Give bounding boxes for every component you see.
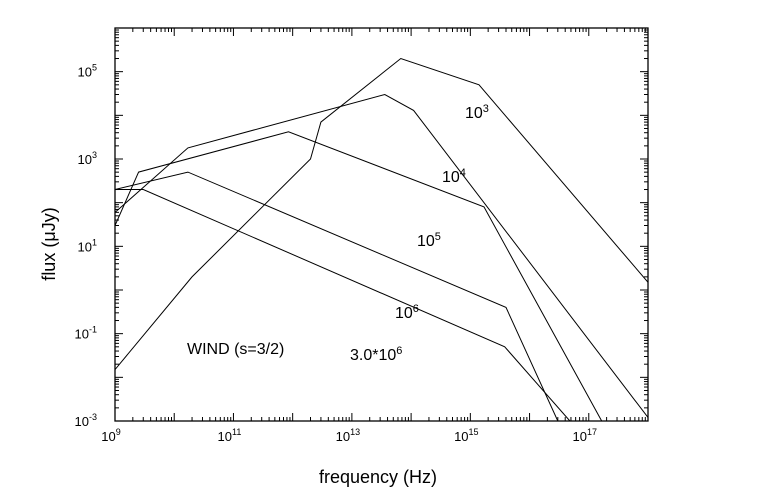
series-label: 3.0*106: [350, 345, 402, 364]
y-tick-label: 10-1: [75, 325, 97, 342]
annotation-text: WIND (s=3/2): [187, 341, 284, 358]
x-tick-label: 1013: [336, 427, 360, 444]
y-tick-label: 101: [78, 237, 97, 254]
y-tick-label: 103: [78, 150, 97, 167]
y-axis-label: flux (μJy): [39, 207, 59, 280]
y-tick-label: 10-3: [75, 412, 97, 429]
plot-area: 109 1011 1013 1015 1017 10-3 10-1 101 103 105: [75, 27, 649, 444]
y-tick-label: 105: [78, 63, 97, 80]
series-label: 105: [417, 231, 441, 250]
series-curves: [115, 57, 648, 421]
series-line: [115, 57, 648, 370]
series-line: [115, 93, 648, 418]
x-tick-label: 1017: [573, 427, 597, 444]
tick-labels: 109 1011 1013 1015 1017 10-3 10-1 101 103 105: [75, 63, 598, 444]
series-line: [115, 131, 603, 421]
series-label: 104: [442, 167, 466, 186]
series-line: [115, 189, 571, 421]
series-line: [115, 171, 559, 421]
series-label: 103: [465, 103, 489, 122]
tick-marks: [114, 28, 648, 422]
series-labels: 103 104 105 106 3.0*106: [350, 103, 489, 364]
x-tick-label: 1011: [218, 427, 242, 444]
x-tick-label: 109: [101, 427, 120, 444]
x-tick-label: 1015: [454, 427, 478, 444]
x-axis-label: frequency (Hz): [319, 467, 437, 487]
series-label: 106: [395, 303, 419, 322]
